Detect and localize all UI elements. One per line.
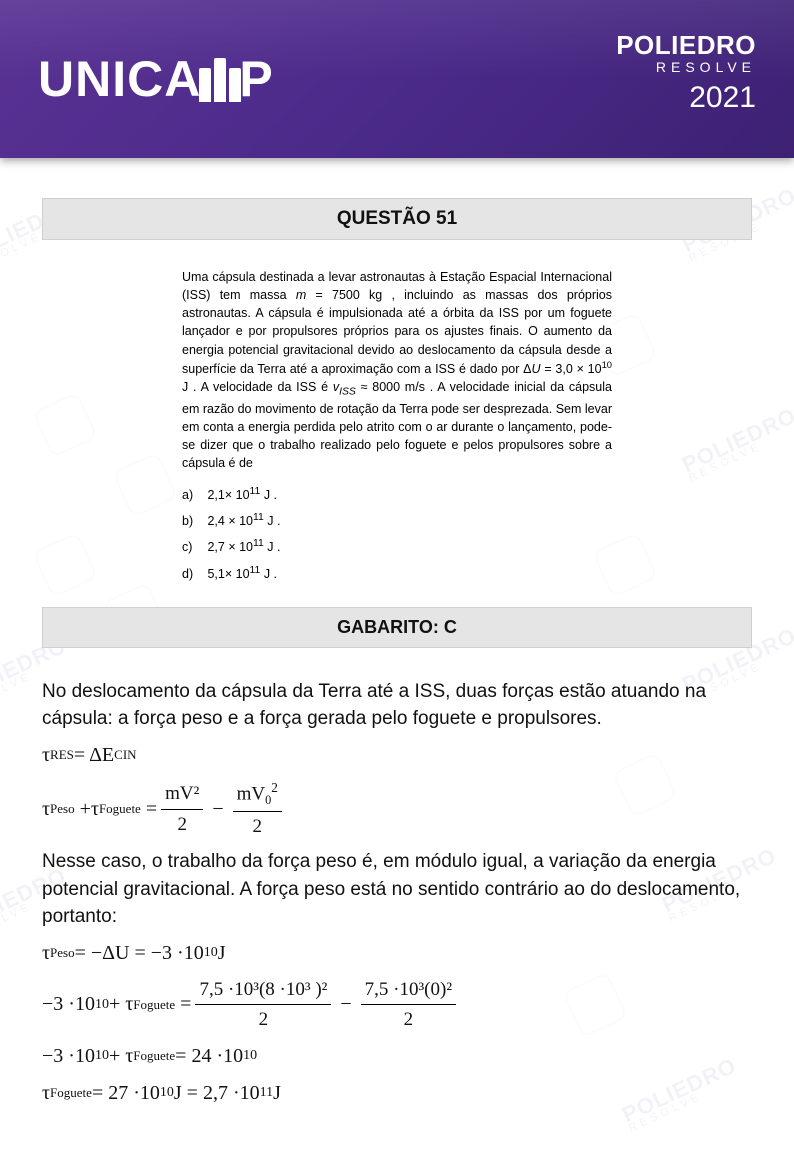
eq2-frac1-den: 2 — [177, 810, 187, 839]
eq2-frac2-a: mV — [237, 783, 266, 804]
unicamp-m-icon — [199, 56, 241, 102]
solution-eq1: τRES = ΔECIN — [42, 741, 752, 770]
eq2-tau1: τ — [42, 795, 50, 824]
alt-d: d) 5,1× 1011 J . — [182, 564, 612, 580]
eq4-frac2-den: 2 — [404, 1005, 414, 1034]
page-header: UNICA P POLIEDRO RESOLVE 2021 — [0, 0, 794, 158]
eq3-tau: τ — [42, 939, 50, 968]
eq6-d: J — [273, 1079, 281, 1108]
eq4-frac1-num: 7,5 ·10³(8 ·10³ )² — [195, 976, 331, 1006]
question-body: Uma cápsula destinada a levar astronauta… — [182, 268, 612, 472]
eq6-exp2: 11 — [260, 1083, 273, 1103]
eq4-frac2-num: 7,5 ·10³(0)² — [361, 976, 456, 1006]
eq3-unit: J — [218, 939, 226, 968]
eq6-b: = 27 ·10 — [92, 1079, 160, 1108]
poliedro-title: POLIEDRO — [616, 30, 756, 61]
poliedro-brand: POLIEDRO RESOLVE 2021 — [616, 30, 756, 115]
alt-d-label: d) — [182, 567, 204, 581]
alt-c-text: 2,7 × 1011 J . — [207, 540, 280, 554]
eq3-sub: Peso — [50, 944, 75, 963]
question-title-bar: QUESTÃO 51 — [42, 198, 752, 240]
eq3-rhs: = −ΔU = −3 ·10 — [75, 939, 204, 968]
eq2-eq: = — [141, 795, 157, 824]
solution-eq2: τPeso + τFoguete = mV² 2 − mV02 2 — [42, 778, 752, 841]
eq6-tau: τ — [42, 1079, 50, 1108]
eq2-sub2: Foguete — [99, 800, 141, 819]
eq2-frac2: mV02 2 — [233, 778, 282, 841]
eq4-a: −3 ·10 — [42, 990, 95, 1019]
solution-p1: No deslocamento da cápsula da Terra até … — [42, 678, 752, 733]
eq1-sub1: RES — [50, 746, 74, 765]
eq2-sub1: Peso — [50, 800, 75, 819]
eq6-c: J = 2,7 ·10 — [174, 1079, 260, 1108]
eq6-sub: Foguete — [50, 1084, 92, 1103]
eq5-rhs-exp: 10 — [243, 1046, 257, 1066]
eq4-b: + τ — [109, 990, 133, 1019]
unicamp-text-b: P — [239, 50, 273, 108]
eq2-frac2-den: 2 — [253, 812, 263, 841]
solution-eq6: τFoguete = 27 ·1010 J = 2,7 ·1011 J — [42, 1079, 752, 1108]
eq4-minus: − — [335, 990, 356, 1019]
eq4-sub: Foguete — [133, 996, 175, 1015]
eq1-sub2: CIN — [114, 746, 136, 765]
eq2-frac2-c: 2 — [271, 780, 278, 795]
unicamp-logo: UNICA P — [38, 50, 274, 108]
eq5-sub: Foguete — [133, 1047, 175, 1066]
alt-b-text: 2,4 × 1011 J . — [207, 514, 280, 528]
solution-eq4: −3 ·1010 + τFoguete = 7,5 ·10³(8 ·10³ )²… — [42, 976, 752, 1034]
eq2-plus: + — [75, 795, 91, 824]
eq3-exp: 10 — [204, 943, 218, 963]
solution-block: No deslocamento da cápsula da Terra até … — [42, 678, 752, 1108]
eq4-frac1-den: 2 — [259, 1005, 269, 1034]
eq5-rhs: = 24 ·10 — [175, 1042, 243, 1071]
eq4-frac2: 7,5 ·10³(0)² 2 — [361, 976, 456, 1034]
eq6-exp1: 10 — [160, 1083, 174, 1103]
eq5-a: −3 ·10 — [42, 1042, 95, 1071]
eq2-tau2: τ — [91, 795, 99, 824]
alt-b: b) 2,4 × 1011 J . — [182, 512, 612, 528]
alt-b-label: b) — [182, 514, 204, 528]
alt-a-text: 2,1× 1011 J . — [207, 488, 277, 502]
alternatives-list: a) 2,1× 1011 J . b) 2,4 × 1011 J . c) 2,… — [182, 486, 612, 581]
alt-c-label: c) — [182, 540, 204, 554]
alt-c: c) 2,7 × 1011 J . — [182, 538, 612, 554]
eq4-frac1: 7,5 ·10³(8 ·10³ )² 2 — [195, 976, 331, 1034]
poliedro-sub: RESOLVE — [616, 59, 756, 75]
eq4-exp: 10 — [95, 995, 109, 1015]
eq5-exp: 10 — [95, 1046, 109, 1066]
eq4-eq: = — [175, 990, 191, 1019]
eq2-frac1-num: mV² — [161, 780, 203, 810]
eq2-minus: − — [207, 795, 228, 824]
alt-a: a) 2,1× 1011 J . — [182, 486, 612, 502]
poliedro-year: 2021 — [616, 81, 756, 115]
eq5-b: + τ — [109, 1042, 133, 1071]
eq2-frac2-num: mV02 — [233, 778, 282, 812]
solution-eq5: −3 ·1010 + τFoguete = 24 ·1010 — [42, 1042, 752, 1071]
answer-bar: GABARITO: C — [42, 607, 752, 648]
solution-eq3: τPeso = −ΔU = −3 ·1010 J — [42, 939, 752, 968]
solution-p2: Nesse caso, o trabalho da força peso é, … — [42, 848, 752, 931]
eq2-frac1: mV² 2 — [161, 780, 203, 838]
eq1-tau: τ — [42, 741, 50, 770]
eq1-rhs: = ΔE — [74, 741, 114, 770]
alt-d-text: 5,1× 1011 J . — [207, 567, 277, 581]
alt-a-label: a) — [182, 488, 204, 502]
unicamp-text-a: UNICA — [38, 50, 201, 108]
page-content: QUESTÃO 51 Uma cápsula destinada a levar… — [0, 198, 794, 1108]
